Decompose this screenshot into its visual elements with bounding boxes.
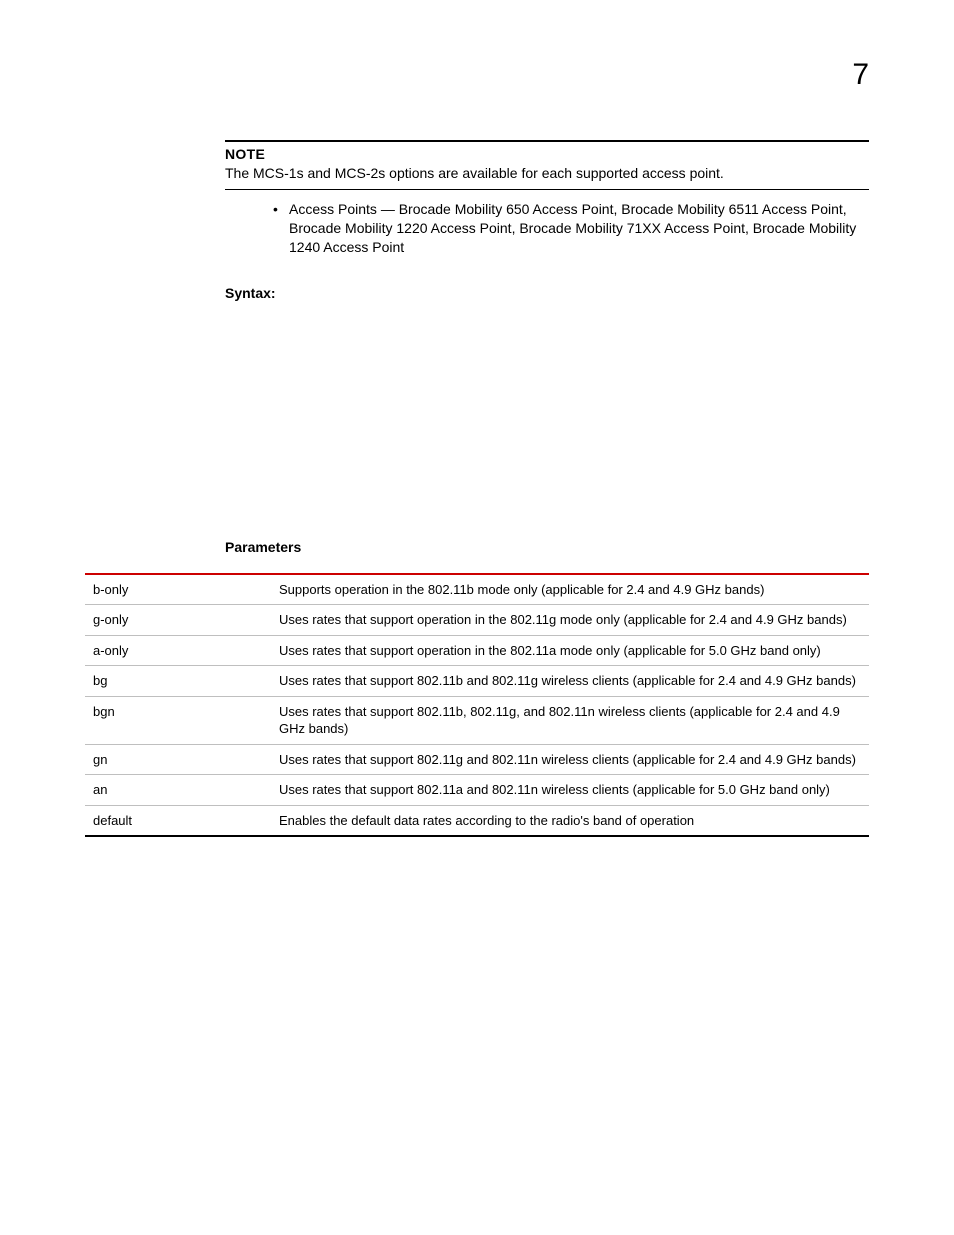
param-name: a-only — [85, 635, 271, 666]
table-row: a-only Uses rates that support operation… — [85, 635, 869, 666]
parameters-heading: Parameters — [225, 539, 869, 555]
table-row: an Uses rates that support 802.11a and 8… — [85, 775, 869, 806]
param-name: an — [85, 775, 271, 806]
bullet-marker: • — [273, 200, 289, 257]
param-name: bgn — [85, 696, 271, 744]
table-row: b-only Supports operation in the 802.11b… — [85, 575, 869, 605]
param-desc: Uses rates that support operation in the… — [271, 605, 869, 636]
table-row: g-only Uses rates that support operation… — [85, 605, 869, 636]
table-row: bg Uses rates that support 802.11b and 8… — [85, 666, 869, 697]
bullet-item: • Access Points — Brocade Mobility 650 A… — [273, 200, 859, 257]
param-desc: Uses rates that support operation in the… — [271, 635, 869, 666]
table-row: bgn Uses rates that support 802.11b, 802… — [85, 696, 869, 744]
param-desc: Enables the default data rates according… — [271, 805, 869, 836]
param-desc: Uses rates that support 802.11b and 802.… — [271, 666, 869, 697]
note-rule-bottom — [225, 189, 869, 190]
content-column: NOTE The MCS-1s and MCS-2s options are a… — [225, 60, 869, 837]
page: 7 NOTE The MCS-1s and MCS-2s options are… — [0, 0, 954, 1235]
param-name: g-only — [85, 605, 271, 636]
page-number: 7 — [852, 58, 869, 92]
note-text: The MCS-1s and MCS-2s options are availa… — [225, 164, 869, 183]
syntax-heading: Syntax: — [225, 285, 869, 301]
param-desc: Uses rates that support 802.11g and 802.… — [271, 744, 869, 775]
param-name: bg — [85, 666, 271, 697]
table-rule-bottom — [85, 836, 869, 837]
param-desc: Uses rates that support 802.11a and 802.… — [271, 775, 869, 806]
note-rule-top — [225, 140, 869, 142]
param-name: gn — [85, 744, 271, 775]
bullet-lead: Access Points — — [289, 201, 399, 217]
parameters-table: b-only Supports operation in the 802.11b… — [85, 573, 869, 838]
param-desc: Supports operation in the 802.11b mode o… — [271, 575, 869, 605]
param-name: b-only — [85, 575, 271, 605]
param-name: default — [85, 805, 271, 836]
bullet-text: Access Points — Brocade Mobility 650 Acc… — [289, 200, 859, 257]
table-row: default Enables the default data rates a… — [85, 805, 869, 836]
table-row: gn Uses rates that support 802.11g and 8… — [85, 744, 869, 775]
param-desc: Uses rates that support 802.11b, 802.11g… — [271, 696, 869, 744]
note-label: NOTE — [225, 146, 869, 162]
